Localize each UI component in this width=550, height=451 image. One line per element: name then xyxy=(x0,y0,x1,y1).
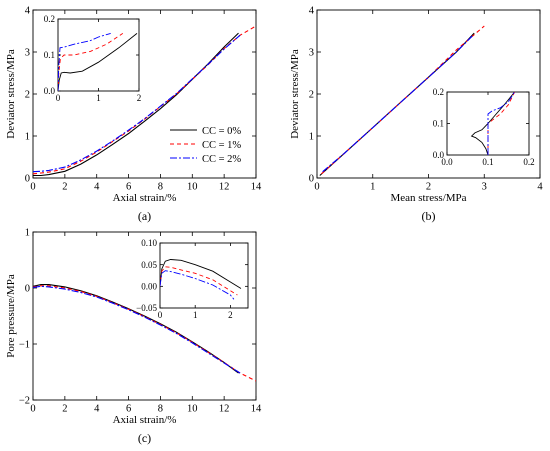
x-tick-label: 1 xyxy=(370,182,375,193)
x-tick-label: 1 xyxy=(193,310,198,320)
x-tick-label: 0.0 xyxy=(441,157,453,167)
x-tick-label: 2 xyxy=(137,93,142,103)
series-line-cc-1 xyxy=(33,25,256,175)
x-tick-label: 4 xyxy=(94,404,100,415)
x-tick-label: 4 xyxy=(94,182,100,193)
x-tick-label: 0.2 xyxy=(523,157,534,167)
legend-entry: CC = 1% xyxy=(202,140,241,151)
x-tick-label: 2 xyxy=(62,404,67,415)
y-axis-label: Pore pressure/MPa xyxy=(5,274,17,358)
y-axis-label: Deviator stress/MPa xyxy=(289,49,301,139)
series-line-cc-2 xyxy=(322,34,474,173)
y-tick-label: 2 xyxy=(309,90,314,101)
x-tick-label: 2 xyxy=(62,182,67,193)
x-tick-label: 0 xyxy=(314,182,319,193)
series-group xyxy=(160,259,242,300)
series-group xyxy=(33,284,256,382)
series-group xyxy=(33,25,256,177)
y-tick-label: 0.1 xyxy=(44,50,55,60)
series-line-cc-1 xyxy=(160,266,238,296)
series-line-cc-2 xyxy=(33,285,241,374)
series-line-cc-2 xyxy=(33,34,241,173)
y-tick-label: 0.00 xyxy=(141,281,157,291)
y-tick-label: 2 xyxy=(25,90,30,101)
legend-entry: CC = 0% xyxy=(202,126,241,137)
x-tick-label: 14 xyxy=(251,404,262,415)
x-tick-label: 8 xyxy=(158,404,163,415)
x-tick-label: 2 xyxy=(426,182,431,193)
legend-entry: CC = 2% xyxy=(202,154,241,165)
y-tick-label: 0 xyxy=(309,174,314,185)
panel-label: (a) xyxy=(138,209,151,223)
y-tick-label: 4 xyxy=(25,6,31,17)
x-axis-label: Axial strain/% xyxy=(113,192,177,204)
x-tick-label: 10 xyxy=(187,182,198,193)
series-group xyxy=(58,32,138,91)
y-tick-label: 0.10 xyxy=(141,238,157,248)
inset-background xyxy=(160,243,248,308)
plot-frame xyxy=(32,231,257,401)
y-tick-label: 0.0 xyxy=(433,150,445,160)
x-tick-label: 8 xyxy=(158,182,163,193)
x-axis-label: Mean stress/MPa xyxy=(390,192,466,204)
inset-axes: 0 1 2 −0.05 0.00 0.05 0.10 xyxy=(136,238,249,320)
x-tick-label: 2 xyxy=(228,310,233,320)
x-tick-label: 6 xyxy=(126,404,131,415)
series-line-cc-2 xyxy=(487,92,515,155)
y-tick-label: 0.2 xyxy=(433,87,444,97)
x-tick-label: 0.1 xyxy=(482,157,493,167)
panel-label: (c) xyxy=(138,431,151,445)
x-tick-label: 0 xyxy=(158,310,163,320)
x-tick-label: 0 xyxy=(30,404,35,415)
y-tick-label: 0.2 xyxy=(44,14,55,24)
legend: CC = 0% CC = 1% CC = 2% xyxy=(170,126,241,165)
series-group xyxy=(319,25,485,176)
series-line-cc-2 xyxy=(160,270,235,300)
x-tick-label: 14 xyxy=(251,182,262,193)
y-tick-label: −2 xyxy=(19,396,30,407)
x-tick-label: 4 xyxy=(537,182,543,193)
axes: 0 1 2 3 4 0 1 2 3 4 Mean stress/MPa Deviator stress… xyxy=(289,6,543,223)
x-tick-label: 3 xyxy=(482,182,487,193)
series-line-cc-0 xyxy=(470,92,515,155)
y-tick-label: 3 xyxy=(25,48,30,59)
y-tick-label: 0.1 xyxy=(433,119,444,129)
x-tick-label: 10 xyxy=(187,404,198,415)
x-tick-label: 6 xyxy=(126,182,131,193)
plot-frame xyxy=(159,242,249,309)
x-tick-label: 12 xyxy=(219,404,230,415)
y-tick-label: −1 xyxy=(19,340,30,351)
x-axis-label: Axial strain/% xyxy=(113,414,177,426)
x-tick-label: 0 xyxy=(56,93,61,103)
y-tick-label: 4 xyxy=(309,6,315,17)
y-tick-label: 0.0 xyxy=(44,86,56,96)
y-tick-label: 1 xyxy=(309,132,314,143)
y-tick-label: 0 xyxy=(25,174,30,185)
y-tick-label: 1 xyxy=(25,228,30,239)
x-tick-label: 0 xyxy=(30,182,35,193)
series-group xyxy=(470,92,516,155)
y-tick-label: −0.05 xyxy=(136,303,157,313)
series-line-cc-2 xyxy=(58,32,111,91)
y-tick-label: 0 xyxy=(25,284,30,295)
x-tick-label: 1 xyxy=(96,93,101,103)
series-line-cc-1 xyxy=(58,33,124,91)
inset-axes: 0 1 2 0.0 0.1 0.2 xyxy=(44,14,142,103)
x-tick-label: 12 xyxy=(219,182,230,193)
inset-axes: 0.0 0.1 0.2 0.0 0.1 0.2 xyxy=(433,87,535,167)
y-tick-label: 3 xyxy=(309,48,314,59)
series-line-cc-0 xyxy=(160,259,242,289)
series-line-cc-0 xyxy=(58,33,138,91)
y-axis-label: Deviator stress/MPa xyxy=(5,49,17,139)
y-tick-label: 0.05 xyxy=(141,260,157,270)
panel-label: (b) xyxy=(422,209,436,223)
y-tick-label: 1 xyxy=(25,132,30,143)
